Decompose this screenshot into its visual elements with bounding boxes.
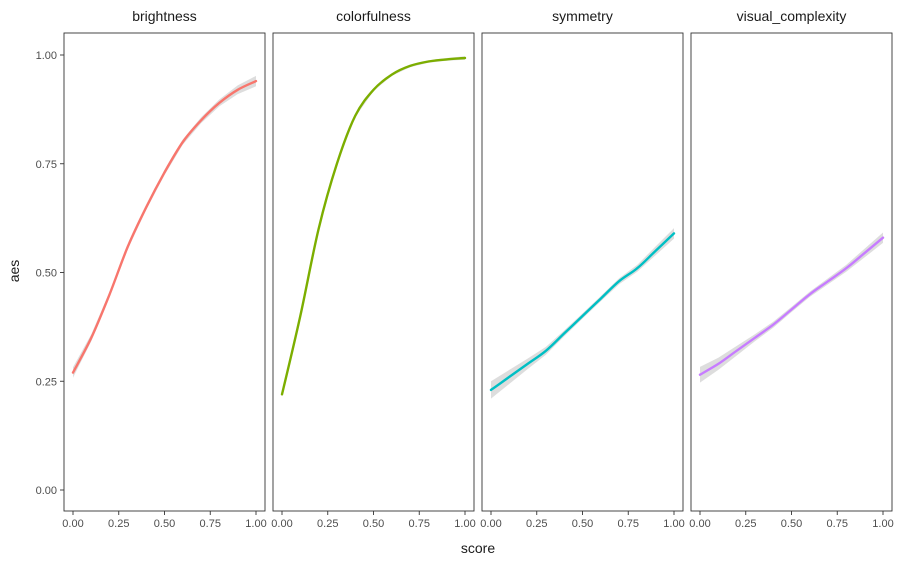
facet-panel-colorfulness: colorfulness 0.00 0.25 0.50 0.75 1.00 — [271, 8, 475, 530]
x-tick-label: 0.25 — [317, 518, 338, 530]
y-tick-label: 1.00 — [36, 50, 57, 62]
facet-strip-label: visual_complexity — [737, 8, 847, 24]
x-tick-label: 0.25 — [735, 518, 756, 530]
x-tick-label: 0.75 — [409, 518, 430, 530]
facet-strip-label: colorfulness — [336, 8, 411, 24]
facet-strip-label: brightness — [132, 8, 197, 24]
confidence-band — [700, 232, 883, 383]
confidence-band — [73, 75, 256, 378]
panel-border — [272, 32, 475, 512]
x-tick-label: 1.00 — [872, 518, 893, 530]
facet-panel-visual-complexity: visual_complexity 0.00 0.25 0.50 0.75 1.00 — [689, 8, 893, 530]
x-tick-label: 0.00 — [271, 518, 292, 530]
y-axis-title: aes — [6, 260, 22, 283]
x-tick-label: 0.75 — [200, 518, 221, 530]
x-tick-label: 0.25 — [526, 518, 547, 530]
facet-panel-brightness: brightness 0.00 0.25 0.50 0.75 1.00 — [62, 8, 266, 530]
y-axis: 0.00 0.25 0.50 0.75 1.00 — [36, 50, 64, 497]
x-tick-label: 0.00 — [62, 518, 83, 530]
facet-panel-symmetry: symmetry 0.00 0.25 0.50 0.75 1.00 — [480, 8, 684, 530]
series-line — [71, 79, 258, 374]
x-tick-label: 0.75 — [618, 518, 639, 530]
x-tick-label: 0.50 — [363, 518, 384, 530]
x-tick-label: 0.00 — [480, 518, 501, 530]
y-tick-label: 0.50 — [36, 268, 57, 280]
x-tick-label: 0.25 — [108, 518, 129, 530]
y-tick-label: 0.25 — [36, 376, 57, 388]
confidence-band — [282, 56, 465, 397]
confidence-band — [491, 228, 674, 399]
panel-border — [481, 32, 684, 512]
y-tick-label: 0.75 — [36, 159, 57, 171]
x-axis-title: score — [461, 540, 495, 556]
x-tick-label: 1.00 — [245, 518, 266, 530]
x-tick-label: 0.50 — [154, 518, 175, 530]
x-tick-label: 1.00 — [454, 518, 475, 530]
series-line — [698, 236, 885, 376]
x-tick-label: 0.50 — [781, 518, 802, 530]
panel-border — [690, 32, 893, 512]
panel-border — [63, 32, 266, 512]
x-tick-label: 0.50 — [572, 518, 593, 530]
series-line — [489, 232, 676, 392]
series-line — [280, 56, 467, 396]
facet-strip-label: symmetry — [552, 8, 613, 24]
y-tick-label: 0.00 — [36, 485, 57, 497]
x-tick-label: 0.00 — [689, 518, 710, 530]
x-tick-label: 0.75 — [827, 518, 848, 530]
x-tick-label: 1.00 — [663, 518, 684, 530]
